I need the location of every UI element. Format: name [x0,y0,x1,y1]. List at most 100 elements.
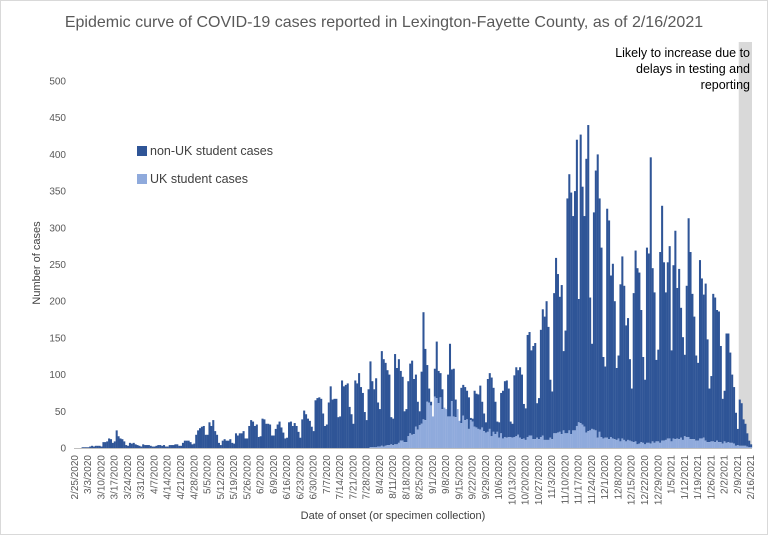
bar-non-uk [308,420,311,448]
bar-non-uk [181,442,184,448]
bar-non-uk [104,442,107,448]
bar-non-uk [573,191,577,431]
bar-non-uk [748,440,751,448]
x-tick-label: 3/24/2020 [123,455,134,500]
bar-non-uk [481,401,484,428]
bar-uk [445,409,448,448]
bar-uk [609,436,613,448]
bar-non-uk [127,445,130,448]
bar-non-uk [367,389,370,448]
bar-uk [520,439,523,448]
bar-non-uk [664,292,667,440]
bar-non-uk [193,443,196,448]
bar-non-uk [721,398,724,444]
bar-non-uk [147,445,150,448]
x-tick-label: 10/20/2020 [521,455,532,505]
bar-uk [397,442,400,448]
x-tick-label: 8/18/2020 [401,455,412,500]
bar-uk [742,445,745,448]
bar-non-uk [337,417,340,448]
bar-uk [678,439,681,448]
bar-non-uk [202,425,205,448]
bar-non-uk [280,427,283,448]
bar-non-uk [450,369,453,402]
bar-uk [556,432,559,448]
note-line-1: Likely to increase due to [615,46,750,60]
bar-non-uk [519,367,522,438]
x-tick-label: 1/26/2021 [706,455,717,500]
bar-non-uk [572,216,575,431]
bar-non-uk [267,423,270,448]
bar-uk [600,436,603,448]
y-tick-label: 250 [49,260,66,271]
bar-uk [632,442,635,448]
bar-uk [371,447,374,448]
bar-uk [437,403,440,448]
bar-non-uk [339,416,342,448]
bar-non-uk [248,425,251,448]
bar-uk [430,405,433,448]
x-tick-label: 12/15/2020 [627,455,638,505]
bar-non-uk [227,440,230,448]
bar-non-uk [666,262,669,439]
bar-non-uk [729,352,732,443]
bar-uk [555,433,558,448]
bar-non-uk [92,446,95,448]
bar-non-uk [471,418,474,422]
bar-uk [390,444,393,448]
x-axis-title: Date of onset (or specimen collection) [301,510,486,522]
x-tick-label: 3/10/2020 [96,455,107,500]
x-tick-label: 5/5/2020 [203,455,214,494]
bar-non-uk [174,444,177,448]
x-tick-label: 3/31/2020 [136,455,147,500]
bar-non-uk [386,370,389,446]
bar-non-uk [452,368,455,417]
bar-non-uk [153,446,156,448]
bar-non-uk [170,445,173,448]
bar-uk [522,438,525,448]
bar-non-uk [685,285,688,437]
bar-non-uk [460,387,463,424]
bar-non-uk [403,411,406,443]
bar-non-uk [418,411,421,426]
bar-uk [594,430,597,448]
bar-non-uk [348,406,351,448]
bar-non-uk [426,365,429,402]
bar-non-uk [98,445,101,448]
bar-non-uk [500,392,503,434]
bar-non-uk [473,390,476,427]
bar-non-uk [164,446,167,448]
x-tick-label: 9/15/2020 [454,455,465,500]
bar-non-uk [606,208,609,438]
bar-non-uk [191,444,194,448]
bar-non-uk [680,307,683,438]
bar-uk [416,429,419,448]
bar-non-uk [180,445,183,448]
bar-uk [577,422,580,448]
bar-non-uk [691,293,694,440]
bar-uk [484,432,488,448]
bar-non-uk [634,250,637,442]
x-tick-label: 7/21/2020 [348,455,359,500]
bar-uk [572,430,575,448]
bar-uk [411,434,414,448]
bar-non-uk [219,445,222,448]
bar-non-uk [645,247,648,443]
bar-non-uk [717,311,720,443]
bars-layer [81,125,753,448]
bar-uk [401,440,404,448]
bar-non-uk [706,339,709,443]
bar-non-uk [545,301,548,440]
x-tick-label: 11/3/2020 [547,455,558,499]
bar-non-uk [492,387,495,432]
bar-non-uk [560,285,563,435]
bar-non-uk [621,256,624,439]
bar-non-uk [577,298,580,423]
bar-uk [727,442,730,448]
bar-non-uk [587,125,590,432]
y-tick-label: 150 [49,333,66,344]
bar-uk [623,439,626,448]
bar-non-uk [551,391,554,440]
bar-uk [734,445,737,448]
bar-non-uk [121,439,124,448]
